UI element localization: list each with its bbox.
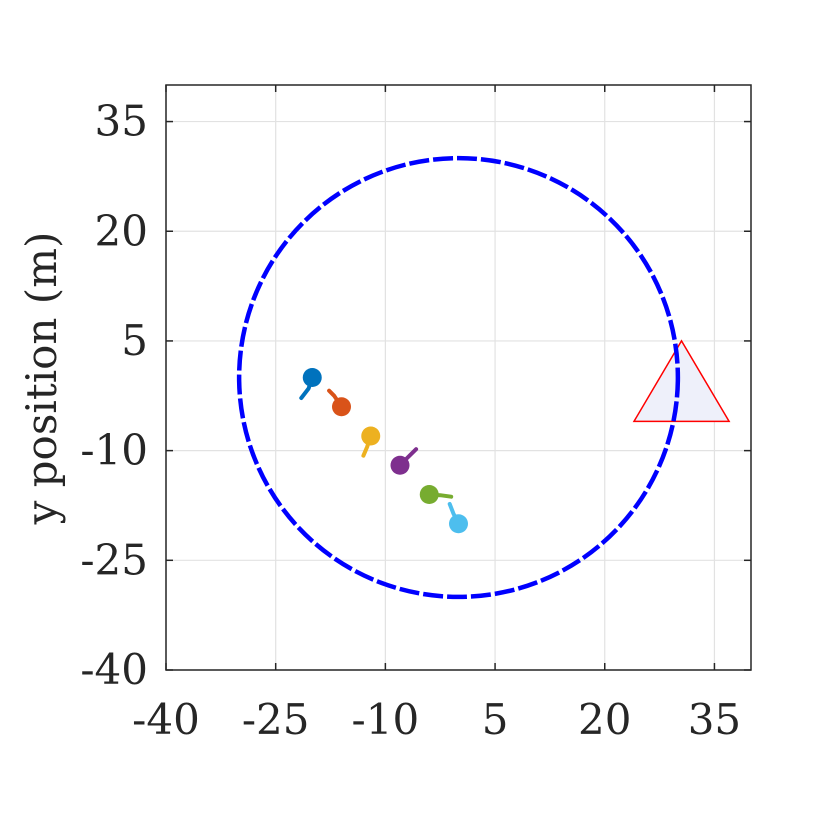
agent-marker-2 xyxy=(332,397,351,417)
y-tick-label: -25 xyxy=(80,535,148,584)
plot-background xyxy=(166,85,751,670)
agent-marker-3 xyxy=(361,426,381,446)
grid xyxy=(165,85,751,671)
agent-marker-5 xyxy=(419,485,439,504)
triangle-region xyxy=(632,339,731,423)
agent-marker-4 xyxy=(390,455,410,475)
y-tick-label: -40 xyxy=(80,645,148,694)
x-tick-label: 20 xyxy=(578,695,631,744)
y-tick-label: 5 xyxy=(121,316,148,365)
x-tick-label: -40 xyxy=(132,695,200,744)
x-tick-label: -10 xyxy=(352,695,420,744)
y-tick-label: -10 xyxy=(80,426,148,475)
agent-marker-6 xyxy=(449,514,468,534)
boundary-circle xyxy=(236,155,681,600)
x-tick-label: -25 xyxy=(242,695,310,744)
axes-box xyxy=(165,84,752,671)
y-axis-label: y position (m) xyxy=(17,232,66,526)
x-tick-label: 5 xyxy=(482,695,509,744)
plot-area xyxy=(236,155,731,600)
axes: -40 -25 -10 5 20 35 -40 -25 -10 5 20 35 xyxy=(80,84,752,744)
y-tick-label: 20 xyxy=(95,206,148,255)
x-tick-label: 35 xyxy=(688,695,741,744)
agent-marker-1 xyxy=(302,368,322,387)
y-tick-label: 35 xyxy=(95,97,148,146)
